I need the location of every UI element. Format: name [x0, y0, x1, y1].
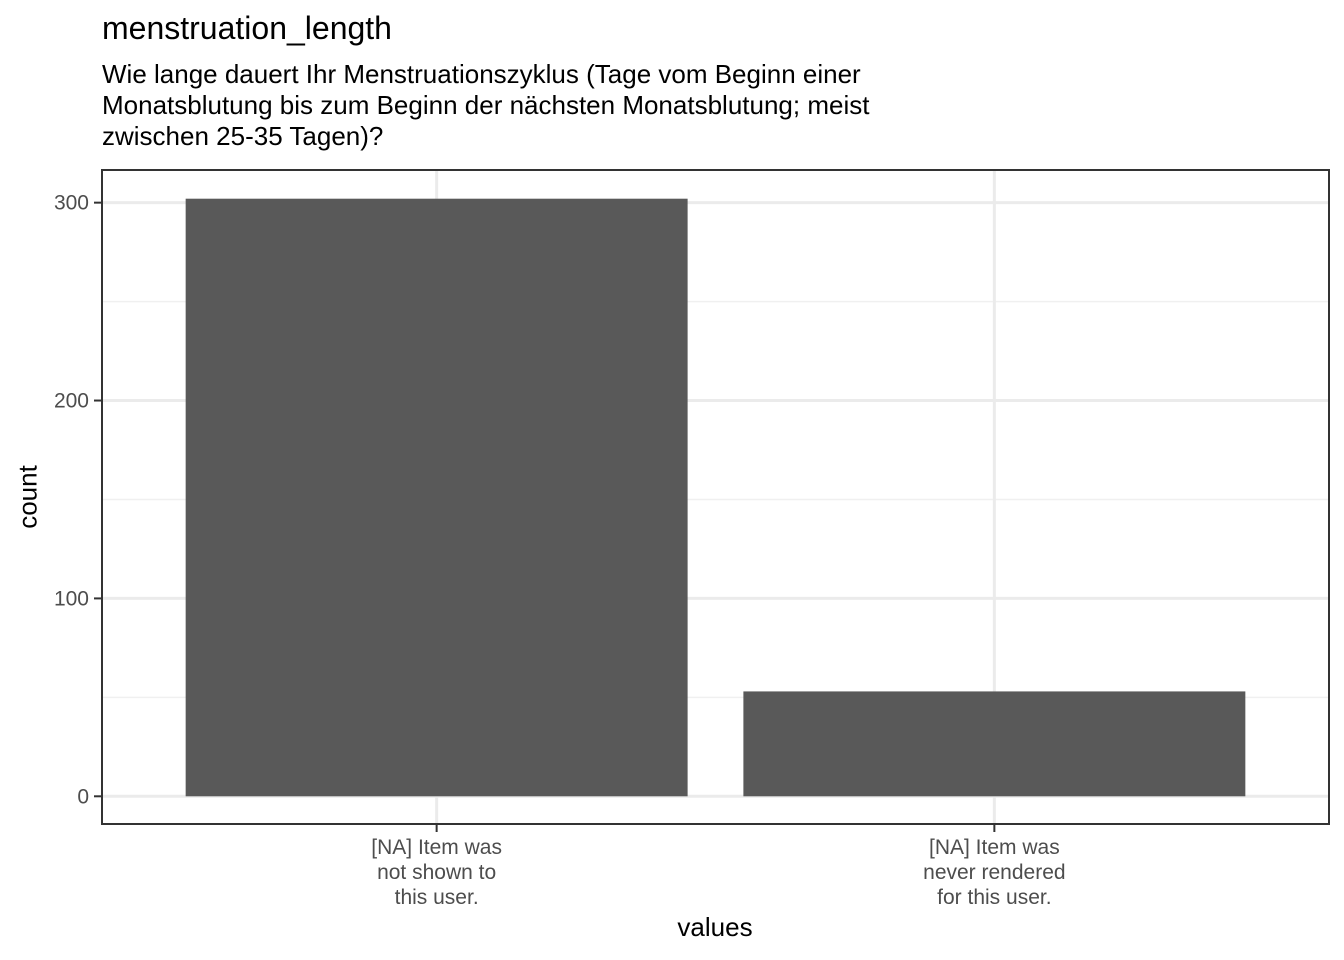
x-axis-label: values — [677, 912, 753, 942]
y-tick-label: 200 — [54, 390, 89, 413]
subtitle-line: Wie lange dauert Ihr Menstruationszyklus… — [102, 59, 861, 89]
y-tick-label: 0 — [77, 785, 89, 808]
subtitle-line: zwischen 25-35 Tagen)? — [102, 121, 384, 151]
y-tick-label: 100 — [54, 587, 89, 610]
subtitle-line: Monatsblutung bis zum Beginn der nächste… — [102, 90, 870, 120]
chart-subtitle: Wie lange dauert Ihr Menstruationszyklus… — [102, 59, 1102, 152]
bar — [743, 691, 1246, 797]
y-tick-label: 300 — [54, 192, 89, 215]
x-tick-label: [NA] Item was never rendered for this user… — [923, 836, 1065, 909]
y-axis-label: count — [12, 465, 43, 529]
chart-title: menstruation_length — [102, 10, 392, 46]
bar — [185, 198, 688, 797]
plot-border — [101, 169, 1330, 825]
x-tick-label: [NA] Item was not shown to this user. — [371, 836, 502, 909]
